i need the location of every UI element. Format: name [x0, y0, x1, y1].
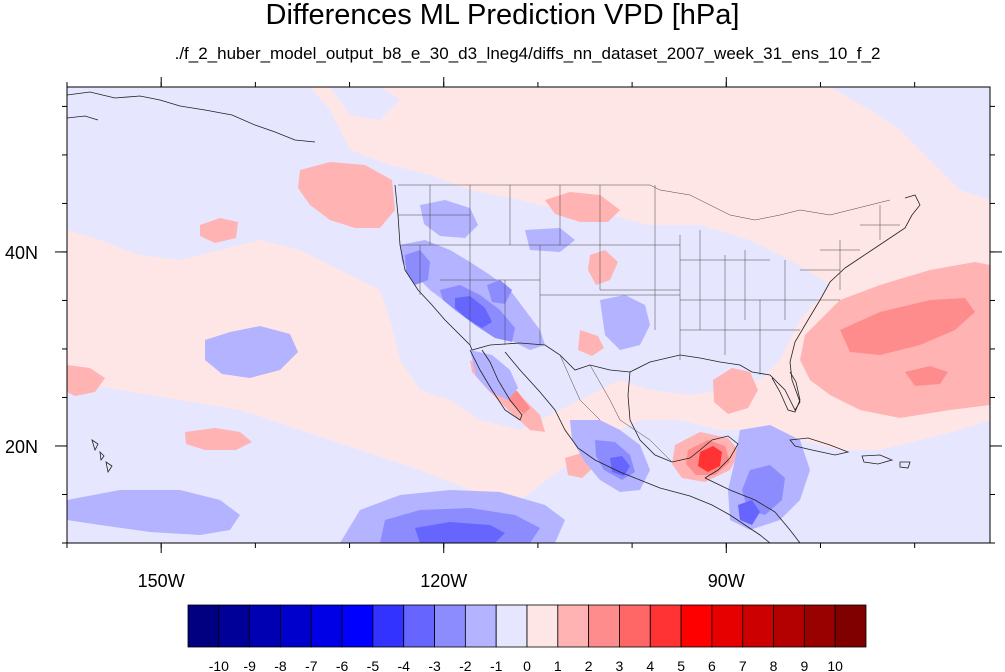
colorbar-swatch: [403, 604, 435, 648]
colorbar-label: 7: [739, 658, 747, 672]
colorbar-label: -5: [367, 658, 380, 672]
negative-anomaly-core: [415, 296, 760, 543]
colorbar-swatch: [464, 604, 497, 648]
colorbar-label: 4: [646, 658, 654, 672]
colorbar-swatch: [588, 604, 620, 648]
colorbar-label: 5: [677, 658, 685, 672]
x-tick-label: 90W: [708, 571, 745, 591]
y-tick-label: 40N: [5, 243, 38, 263]
colorbar-swatch: [249, 604, 281, 648]
colorbar-label: 1: [554, 658, 562, 672]
colorbar-label: -10: [209, 658, 229, 672]
positive-anomaly-strong: [698, 446, 722, 472]
map-plot-area: [67, 87, 990, 543]
colorbar-label: -8: [274, 658, 287, 672]
colorbar-swatch: [680, 604, 713, 648]
colorbar-label: -6: [336, 658, 349, 672]
map-title: Differences ML Prediction VPD [hPa]: [265, 0, 740, 31]
colorbar-swatch: [526, 604, 559, 648]
colorbar: -10 -9 -8 -7 -6 -5 -4 -3 -2 -1 0 1 2 3 4 5 6 7 8 9 10: [187, 604, 867, 672]
colorbar-swatch: [649, 604, 682, 648]
x-tick-label: 150W: [138, 571, 185, 591]
colorbar-swatch: [495, 604, 528, 648]
colorbar-swatch: [341, 604, 374, 648]
colorbar-swatch: [187, 604, 220, 648]
colorbar-label: 10: [827, 658, 843, 672]
map-frame: [66, 86, 991, 544]
map-state-borders: [398, 184, 900, 463]
colorbar-swatch: [280, 604, 312, 648]
colorbar-label: 6: [708, 658, 716, 672]
colorbar-label: 9: [800, 658, 808, 672]
colorbar-swatch: [803, 604, 836, 648]
colorbar-swatch: [834, 604, 867, 648]
colorbar-label: -1: [490, 658, 503, 672]
colorbar-label: 0: [523, 658, 531, 672]
y-tick-label: 20N: [5, 437, 38, 457]
colorbar-swatch: [619, 604, 651, 648]
colorbar-label: 8: [770, 658, 778, 672]
colorbar-label: -4: [398, 658, 411, 672]
colorbar-label: -7: [305, 658, 318, 672]
colorbar-label: -9: [243, 658, 256, 672]
colorbar-swatch: [372, 604, 405, 648]
x-tick-label: 120W: [420, 571, 467, 591]
colorbar-label: -3: [428, 658, 441, 672]
colorbar-label: 2: [585, 658, 593, 672]
colorbar-swatch: [742, 604, 774, 648]
colorbar-swatch: [711, 604, 744, 648]
colorbar-label: 3: [616, 658, 624, 672]
colorbar-label: -2: [459, 658, 472, 672]
colorbar-swatch: [557, 604, 590, 648]
map-coastlines: [67, 91, 921, 543]
map-subtitle: ./f_2_huber_model_output_b8_e_30_d3_lneg…: [174, 44, 881, 63]
colorbar-swatch: [310, 604, 343, 648]
colorbar-swatch: [773, 604, 805, 648]
colorbar-swatch: [434, 604, 466, 648]
map-axes: 150W 120W 90W 20N 40N: [5, 77, 1002, 591]
colorbar-swatch: [218, 604, 251, 648]
